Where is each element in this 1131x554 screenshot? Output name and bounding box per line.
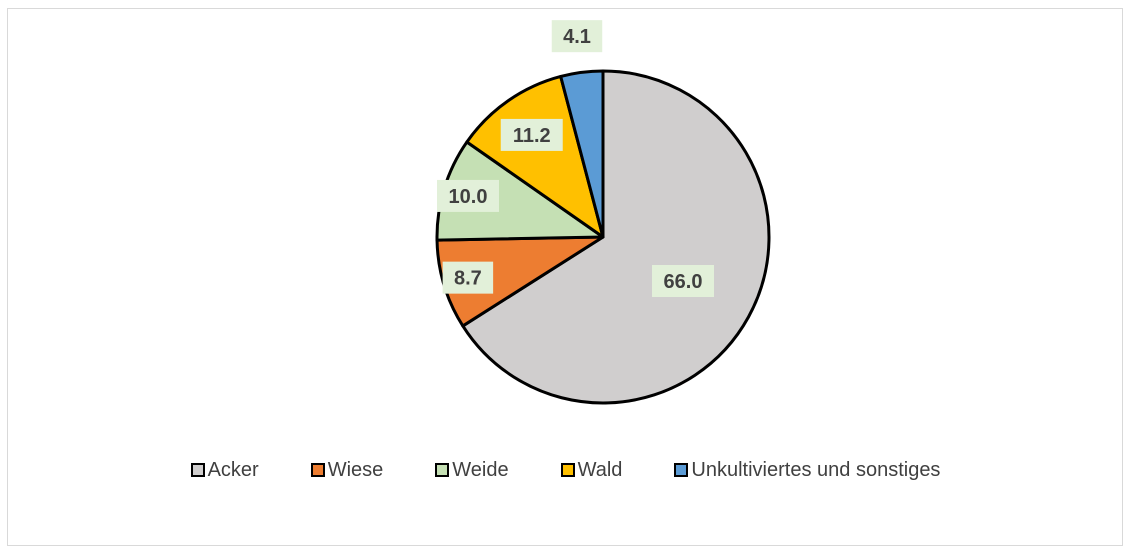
data-label-value: 10.0	[449, 186, 488, 208]
pie-slice-unkultiviertes-und-sonstiges	[559, 69, 605, 239]
legend-swatch	[674, 463, 689, 477]
legend-swatch	[435, 463, 450, 477]
legend-label: Acker	[207, 458, 259, 481]
data-label-acker: 66.0	[652, 264, 715, 297]
pie-slices	[435, 69, 771, 405]
data-label-value: 4.1	[563, 26, 591, 48]
data-label-background	[652, 264, 715, 297]
data-label-value: 11.2	[513, 125, 551, 147]
legend-item-weide: Weide	[435, 458, 509, 482]
pie-slice-wald	[465, 74, 605, 239]
legend: Acker Wiese Weide Wald Unkultiviertes und so…	[0, 455, 1131, 485]
legend-swatch	[310, 463, 325, 477]
data-label-value: 8.7	[454, 268, 482, 290]
legend-item-unkultiviertes-und-sonstiges: Unkultiviertes und sonstiges	[674, 459, 940, 482]
data-label-background	[442, 261, 494, 294]
data-label-value: 66.0	[664, 271, 703, 293]
data-label-unkultiviertes-und-sonstiges: 4.1	[551, 20, 603, 53]
data-label-background	[551, 20, 603, 53]
legend-swatch	[560, 463, 575, 477]
legend-swatch	[190, 463, 205, 477]
data-label-background	[437, 179, 500, 212]
legend-label: Weide	[452, 458, 509, 481]
data-label-wiese: 8.7	[442, 261, 494, 294]
data-label-background	[500, 118, 563, 151]
legend-item-wiese: Wiese	[310, 458, 384, 482]
legend-item-acker: Acker	[190, 458, 259, 482]
data-label-weide: 10.0	[437, 179, 500, 212]
data-labels: 66.0 8.7 10.0 11.2 4.1	[437, 20, 715, 297]
legend-label: Wald	[577, 458, 623, 481]
pie-slice-acker	[461, 69, 771, 405]
legend-label: Wiese	[327, 458, 384, 481]
legend-item-wald: Wald	[560, 458, 623, 482]
legend-label: Unkultiviertes und sonstiges	[691, 458, 941, 481]
data-label-wald: 11.2	[500, 118, 563, 151]
